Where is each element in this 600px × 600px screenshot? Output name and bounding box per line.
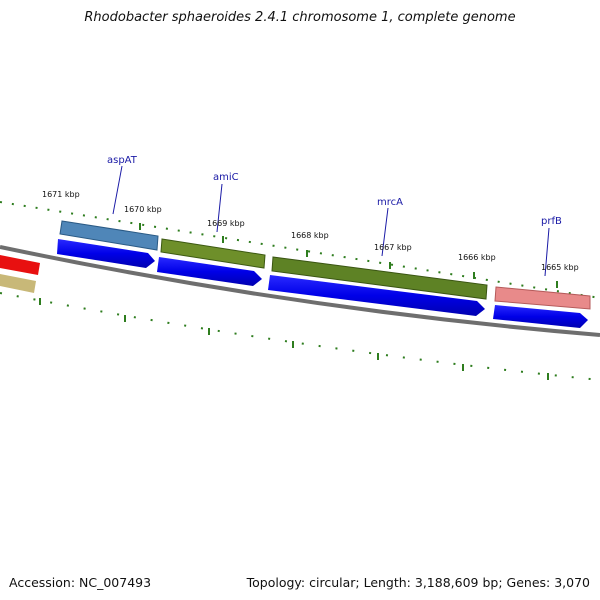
cds-amiC xyxy=(157,257,262,286)
cds-aspAT xyxy=(57,239,155,268)
gene-label-mrcA[interactable]: mrcA xyxy=(377,197,403,208)
gene-label-amiC[interactable]: amiC xyxy=(213,172,239,183)
gene-red-partial xyxy=(0,255,40,275)
position-label-1665: 1665 kbp xyxy=(541,263,579,272)
major-ticks xyxy=(39,223,558,380)
backbone-arc xyxy=(0,245,600,337)
page-title: Rhodobacter sphaeroides 2.4.1 chromosome… xyxy=(84,10,516,25)
cds-mrcA xyxy=(268,275,485,316)
position-label-1670: 1670 kbp xyxy=(124,205,162,214)
accession-text: Accession: NC_007493 xyxy=(9,575,152,590)
position-label-1671: 1671 kbp xyxy=(42,190,80,199)
gene-amiC xyxy=(160,238,266,269)
gene-label-leaders xyxy=(112,165,550,277)
gene-aspAT xyxy=(59,220,159,251)
genome-summary-text: Topology: circular; Length: 3,188,609 bp… xyxy=(246,575,590,590)
position-label-1666: 1666 kbp xyxy=(458,253,496,262)
position-label-1667: 1667 kbp xyxy=(374,243,412,252)
cds-prfB xyxy=(493,305,588,328)
outer-tick-track xyxy=(0,201,600,299)
gene-prfB xyxy=(494,286,591,310)
gene-mrcA xyxy=(271,256,488,300)
inner-tick-track xyxy=(0,292,600,381)
gene-label-aspAT[interactable]: aspAT xyxy=(107,155,138,166)
gene-label-prfB[interactable]: prfB xyxy=(541,216,562,227)
position-label-1669: 1669 kbp xyxy=(207,219,245,228)
gene-tan-partial xyxy=(0,274,36,293)
position-label-1668: 1668 kbp xyxy=(291,231,329,240)
